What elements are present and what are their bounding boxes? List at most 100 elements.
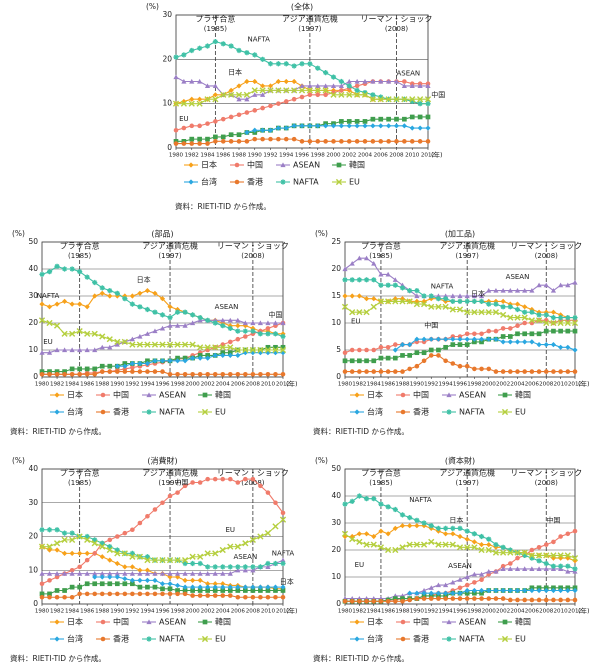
event-year: (1985) [369,252,393,260]
data-point [265,490,271,495]
data-point [493,328,499,334]
data-point [242,350,248,356]
legend-label: 日本 [67,617,83,627]
legend-label: 中国 [113,390,129,400]
data-point [457,533,463,540]
x-tick-label: 2006 [231,382,246,388]
y-axis-label: (%) [12,229,25,238]
x-tick-label: 2002 [496,382,510,388]
data-point [250,328,256,334]
legend-marker [54,636,60,642]
event-year: (2008) [241,252,265,260]
data-point [99,369,105,374]
data-point [392,355,398,361]
data-point [362,78,368,84]
data-point [212,92,218,98]
legend-label: ASEAN [159,618,186,627]
data-point [522,339,528,345]
data-point [551,539,556,545]
plot-area [41,241,284,378]
data-point [99,363,105,369]
x-tick-label: 2012 [421,153,435,159]
data-point [323,123,329,129]
data-point [99,574,105,580]
chart-title: (部品) [151,229,173,239]
legend-marker [335,178,343,186]
data-point [99,571,105,576]
data-point [39,271,45,277]
data-point [529,369,535,374]
data-point [122,564,128,570]
data-point [338,123,344,129]
source-note: 資料：RIETI-TID から作成。 [313,426,409,436]
chart-title: (資本財) [445,456,475,466]
data-point [385,369,391,374]
data-point [220,41,226,47]
data-point [385,345,391,350]
data-point [242,346,249,354]
data-point [536,597,542,603]
data-point [279,346,287,354]
data-point [280,594,286,600]
data-point [228,132,234,138]
data-point [413,541,420,548]
data-point [406,541,413,548]
data-point [507,314,514,321]
data-point [137,304,143,310]
x-tick-label: 1996 [295,153,310,159]
data-point [129,341,136,348]
data-point [407,523,413,529]
data-point [236,83,242,89]
data-point [189,47,195,54]
data-point [558,315,564,321]
data-point [267,61,274,67]
data-point [450,361,456,366]
data-point [235,328,241,334]
data-point [550,309,557,315]
data-point [515,369,520,374]
data-point [99,285,105,291]
data-point [137,369,143,374]
x-tick-label: 2000 [482,382,497,388]
data-point [197,571,203,576]
data-point [235,323,241,329]
data-point [252,127,258,133]
data-point [529,585,535,591]
data-point [129,336,135,342]
data-point [572,597,578,603]
data-point [485,546,492,554]
data-point [61,530,68,536]
data-point [212,581,218,587]
event-year: (2008) [241,479,265,487]
data-point [76,533,83,540]
data-point [400,369,405,374]
data-point [565,369,571,374]
data-point [543,282,549,288]
x-tick-label: 2010 [261,609,276,615]
legend-marker [100,619,106,625]
data-point [265,320,271,326]
data-point [212,344,219,351]
data-point [69,347,75,353]
data-point [212,588,218,593]
data-point [471,539,477,545]
data-point [228,91,235,98]
data-point [409,139,415,144]
x-tick-label: 1986 [216,153,231,159]
data-point [54,372,60,377]
data-point [385,282,391,288]
data-point [259,87,266,94]
data-point [385,531,391,537]
data-point [550,552,557,559]
data-point [471,544,478,551]
data-point [551,597,556,603]
data-point [174,309,181,315]
data-point [385,504,391,510]
data-point [227,317,233,323]
data-point [536,587,542,594]
series-callout: ASEAN [506,273,530,281]
legend-label: 中国 [113,617,129,627]
data-point [386,78,392,84]
data-point [371,496,377,502]
legend-label: 韓国 [215,390,231,400]
